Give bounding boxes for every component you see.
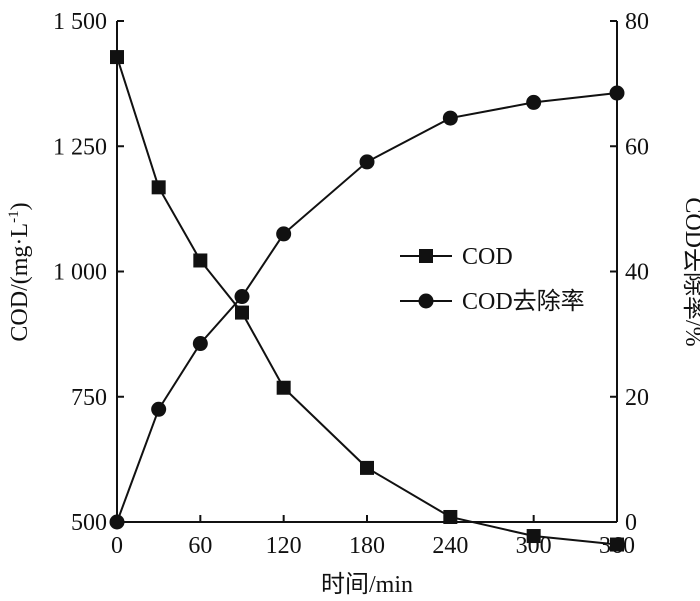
x-tick-label: 0 [111, 533, 123, 559]
y-right-tick-label: 0 [625, 510, 637, 536]
legend-label-cod: COD [462, 244, 513, 270]
y-left-tick-label: 1 250 [53, 134, 107, 160]
x-tick-label: 240 [432, 533, 468, 559]
y-left-tick-label: 1 500 [53, 9, 107, 35]
data-point-removal [234, 289, 250, 305]
data-point-cod [443, 509, 458, 524]
legend-marker-square [419, 249, 433, 263]
y-right-tick-label: 40 [625, 260, 649, 286]
x-tick-label: 180 [349, 533, 385, 559]
x-axis-title: 时间/min [321, 571, 413, 598]
y-axis-left-title-main: COD/(mg·L [7, 223, 33, 342]
y-right-tick-label: 80 [625, 9, 649, 35]
data-point-removal [192, 336, 208, 352]
data-point-removal [609, 85, 625, 101]
data-point-removal [151, 401, 167, 417]
legend: COD COD去除率 [400, 244, 585, 315]
data-point-cod [151, 180, 166, 195]
y-axis-left-title-close: ) [7, 202, 33, 210]
legend-item-cod: COD [400, 244, 513, 270]
data-point-cod [110, 50, 124, 65]
axes [116, 21, 618, 523]
y-axis-left-title-superscript: -1 [6, 210, 22, 223]
series-layer [109, 50, 625, 552]
y-left-tick-label: 500 [71, 510, 107, 536]
data-point-removal [526, 94, 542, 110]
y-right-tick-label: 60 [625, 134, 649, 160]
legend-label-removal: COD去除率 [462, 288, 585, 315]
x-tick-label: 120 [266, 533, 302, 559]
data-point-removal [442, 110, 458, 126]
legend-marker-circle [418, 293, 434, 309]
y-left-tick-label: 750 [71, 385, 107, 411]
data-point-cod [526, 529, 541, 544]
data-point-cod [360, 460, 374, 475]
y-axis-right-title: COD去除率/% [680, 197, 700, 346]
legend-item-removal: COD去除率 [400, 288, 585, 315]
y-right-tick-label: 20 [625, 385, 649, 411]
data-point-removal [109, 514, 125, 530]
data-point-cod [235, 305, 249, 320]
data-point-cod [193, 253, 208, 268]
data-point-removal [359, 154, 375, 170]
y-axis-left-title: COD/(mg·L-1) [6, 202, 33, 341]
x-tick-label: 60 [188, 533, 212, 559]
y-left-tick-label: 1 000 [53, 260, 107, 286]
data-point-cod [610, 537, 624, 552]
data-point-cod [276, 380, 291, 395]
data-point-removal [276, 226, 292, 242]
